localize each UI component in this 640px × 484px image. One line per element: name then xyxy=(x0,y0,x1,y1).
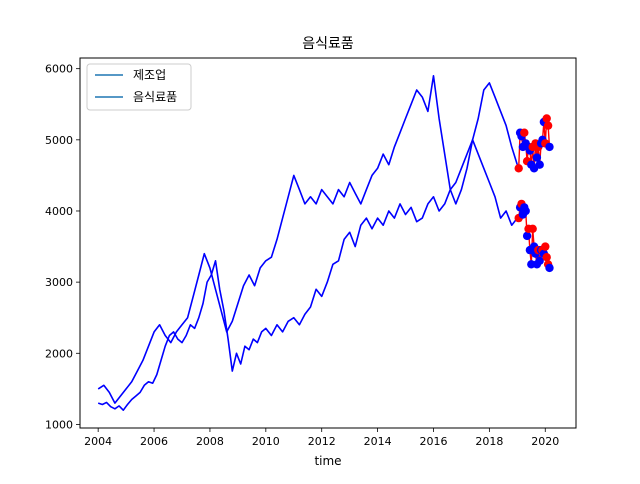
legend-label-food: 음식료품 xyxy=(133,90,177,104)
x-tick-label: 2012 xyxy=(308,435,336,448)
plot-frame xyxy=(79,57,577,429)
series-line-1 xyxy=(97,75,519,404)
highlight-point xyxy=(535,256,544,265)
highlight-point xyxy=(545,142,554,152)
x-tick-label: 2006 xyxy=(140,435,168,448)
x-tick-label: 2010 xyxy=(252,435,280,448)
series-line-0 xyxy=(97,139,518,412)
highlight-point xyxy=(522,231,532,241)
highlight-point xyxy=(528,224,537,233)
highlight-point xyxy=(520,128,529,137)
y-tick-label: 5000 xyxy=(45,134,73,147)
highlight-point xyxy=(541,242,550,251)
y-tick-label: 6000 xyxy=(45,63,73,76)
x-tick-label: 2020 xyxy=(531,435,559,448)
y-axis: 1000 2000 3000 4000 5000 6000 xyxy=(45,63,80,431)
highlight-point xyxy=(521,206,530,216)
y-tick-label: 2000 xyxy=(45,347,73,360)
x-axis: 2004 2006 2008 2010 2012 2014 2016 2018 2020 xyxy=(84,428,559,448)
y-tick-label: 1000 xyxy=(45,418,73,431)
y-tick-label: 3000 xyxy=(45,276,73,289)
y-tick-label: 4000 xyxy=(45,205,73,218)
legend-label-manufacturing: 제조업 xyxy=(133,68,166,82)
highlight-point xyxy=(543,121,553,130)
highlight-point xyxy=(532,153,542,162)
chart-title: 음식료품 xyxy=(302,36,354,52)
highlight-point xyxy=(545,263,554,273)
x-axis-label: time xyxy=(314,454,341,468)
x-tick-label: 2014 xyxy=(364,435,392,448)
plot-area xyxy=(97,75,554,412)
x-tick-label: 2016 xyxy=(419,435,447,448)
x-tick-label: 2018 xyxy=(475,435,503,448)
x-tick-label: 2004 xyxy=(84,435,112,448)
highlight-point xyxy=(514,164,523,173)
highlight-point xyxy=(535,160,544,169)
legend: 제조업 음식료품 xyxy=(86,63,192,111)
highlight-point xyxy=(542,114,551,123)
x-tick-label: 2008 xyxy=(196,435,224,448)
highlight-point xyxy=(542,253,551,262)
